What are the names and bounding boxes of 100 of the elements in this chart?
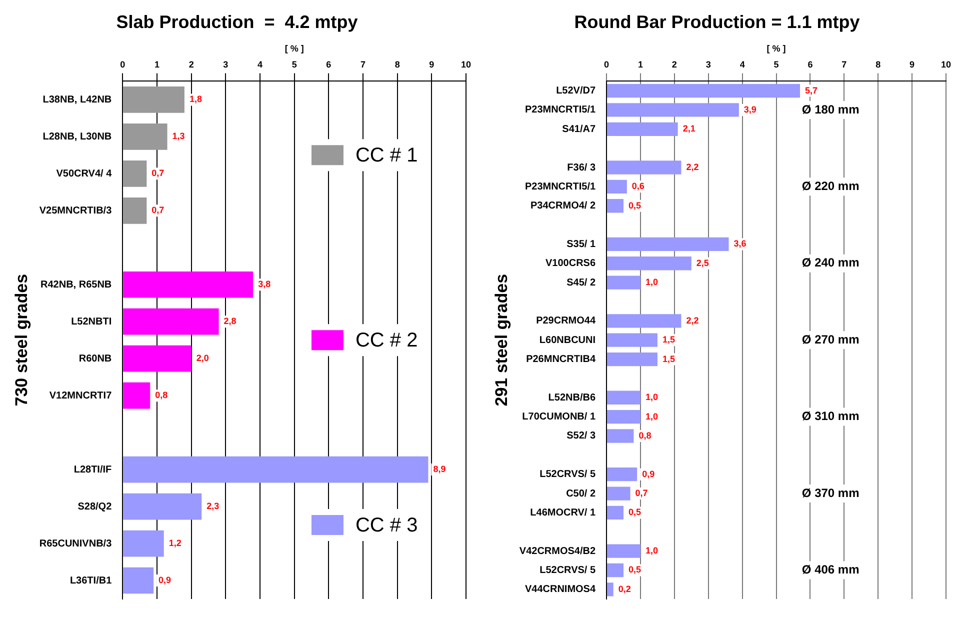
annotation: Ø 220 mm xyxy=(802,178,860,193)
data-label: 1,5 xyxy=(662,354,675,364)
data-label: 1,0 xyxy=(645,392,658,402)
x-tick-label: 4 xyxy=(257,59,262,70)
y-tick-label: P29CRMO44 xyxy=(536,316,596,327)
data-label: 2,8 xyxy=(224,316,236,326)
x-tick-label: 5 xyxy=(774,59,779,70)
x-tick-label: 1 xyxy=(154,59,160,70)
bar xyxy=(123,271,254,298)
x-tick-label: 2 xyxy=(188,59,194,70)
data-label: 3,8 xyxy=(258,279,271,290)
x-tick-label: 2 xyxy=(672,59,677,70)
bar xyxy=(123,567,154,594)
y-tick-label: S52/ 3 xyxy=(566,430,596,442)
bar xyxy=(607,314,682,328)
bar xyxy=(123,382,150,409)
x-tick-label: 1 xyxy=(638,59,643,70)
x-tick-label: 9 xyxy=(429,59,434,70)
data-label: 1,5 xyxy=(662,334,675,345)
y-tick-label: S41/A7 xyxy=(562,124,596,135)
bar xyxy=(123,160,147,187)
y-tick-label: L38NB, L42NB xyxy=(42,94,112,106)
data-label: 0,2 xyxy=(618,584,631,594)
y-tick-label: S45/ 2 xyxy=(566,277,596,288)
bar xyxy=(123,308,219,335)
bar xyxy=(607,429,634,443)
bar xyxy=(607,582,614,596)
y-tick-label: R42NB, R65NB xyxy=(40,279,112,290)
bar xyxy=(607,333,658,347)
y-tick-label: L52CRVS/ 5 xyxy=(540,564,596,576)
data-label: 3,9 xyxy=(744,104,756,114)
bar xyxy=(123,530,164,557)
data-label: 0,7 xyxy=(152,205,164,216)
y-tick-label: L46MOCRV/ 1 xyxy=(530,507,596,518)
annotation: Ø 370 mm xyxy=(802,486,860,500)
bar xyxy=(607,563,624,578)
bar xyxy=(607,410,640,424)
bar xyxy=(607,237,729,252)
y-tick-label: S28/Q2 xyxy=(78,501,112,512)
data-label: 2,1 xyxy=(682,124,696,134)
y-tick-label: R65CUNIVNB/3 xyxy=(39,538,112,550)
y-tick-label: L70CUMONB/ 1 xyxy=(522,412,596,423)
y-tick-label: P23MNCRTI5/1 xyxy=(524,104,596,116)
chart-title: Round Bar Production = 1.1 mtpy xyxy=(574,12,860,32)
annotation: Ø 240 mm xyxy=(802,256,860,270)
x-tick-label: 0 xyxy=(120,59,126,70)
x-tick-label: 8 xyxy=(394,59,400,70)
legend-label: CC # 2 xyxy=(355,330,418,352)
y-tick-label: L52NB/B6 xyxy=(548,392,596,404)
bar xyxy=(123,493,202,520)
bar xyxy=(607,390,640,404)
y-tick-label: S35/ 1 xyxy=(566,238,596,250)
x-tick-label: 9 xyxy=(910,59,915,70)
data-label: 0,8 xyxy=(155,390,168,400)
data-label: 1,2 xyxy=(168,538,182,548)
legend-label: CC # 3 xyxy=(355,514,418,537)
y-tick-label: V50CRV4/ 4 xyxy=(56,168,112,180)
data-label: 0,6 xyxy=(632,181,644,192)
y-tick-label: L52NBTI xyxy=(71,316,112,328)
y-tick-label: F36/ 3 xyxy=(567,162,596,174)
bar xyxy=(607,256,692,270)
data-label: 0,5 xyxy=(628,507,642,518)
data-label: 1,0 xyxy=(645,546,658,556)
x-tick-label: 10 xyxy=(460,59,472,70)
bar xyxy=(607,486,630,500)
y-tick-label: V44CRNIMOS4 xyxy=(524,584,596,596)
bar xyxy=(607,468,638,482)
data-label: 0,9 xyxy=(642,468,655,479)
x-tick-label: 3 xyxy=(223,59,228,70)
x-tick-label: 6 xyxy=(326,59,332,70)
bar xyxy=(123,124,168,150)
data-label: 0,5 xyxy=(628,200,642,210)
bar xyxy=(607,276,640,290)
annotation: Ø 406 mm xyxy=(802,562,860,577)
bar xyxy=(607,352,658,366)
x-tick-label: 6 xyxy=(808,59,813,70)
x-tick-label: 7 xyxy=(842,59,847,70)
data-label: 2,5 xyxy=(696,258,709,268)
bar xyxy=(123,345,192,372)
data-label: 1,0 xyxy=(645,411,658,422)
bar xyxy=(607,122,678,136)
x-tick-label: 10 xyxy=(940,59,952,70)
y-tick-label: R60NB xyxy=(78,353,112,364)
data-label: 2,2 xyxy=(686,315,699,326)
y-tick-label: L52CRVS/ 5 xyxy=(540,469,596,480)
bar xyxy=(607,84,800,98)
data-label: 0,5 xyxy=(628,564,642,575)
y-tick-label: P23MNCRTI5/1 xyxy=(524,181,596,192)
bar xyxy=(607,199,624,213)
y-tick-label: V42CRMOS4/B2 xyxy=(519,546,596,557)
bar xyxy=(123,456,428,483)
y-tick-label: L28NB, L30NB xyxy=(42,131,112,142)
data-label: 1,0 xyxy=(645,277,658,288)
bar xyxy=(607,103,739,117)
data-label: 1,8 xyxy=(189,94,202,104)
x-axis-title: [ % ] xyxy=(766,43,786,54)
y-axis-title: 291 steel grades xyxy=(492,274,511,406)
x-tick-label: 7 xyxy=(360,59,366,70)
y-tick-label: P34CRMO4/ 2 xyxy=(530,200,596,212)
x-tick-label: 4 xyxy=(740,59,745,70)
